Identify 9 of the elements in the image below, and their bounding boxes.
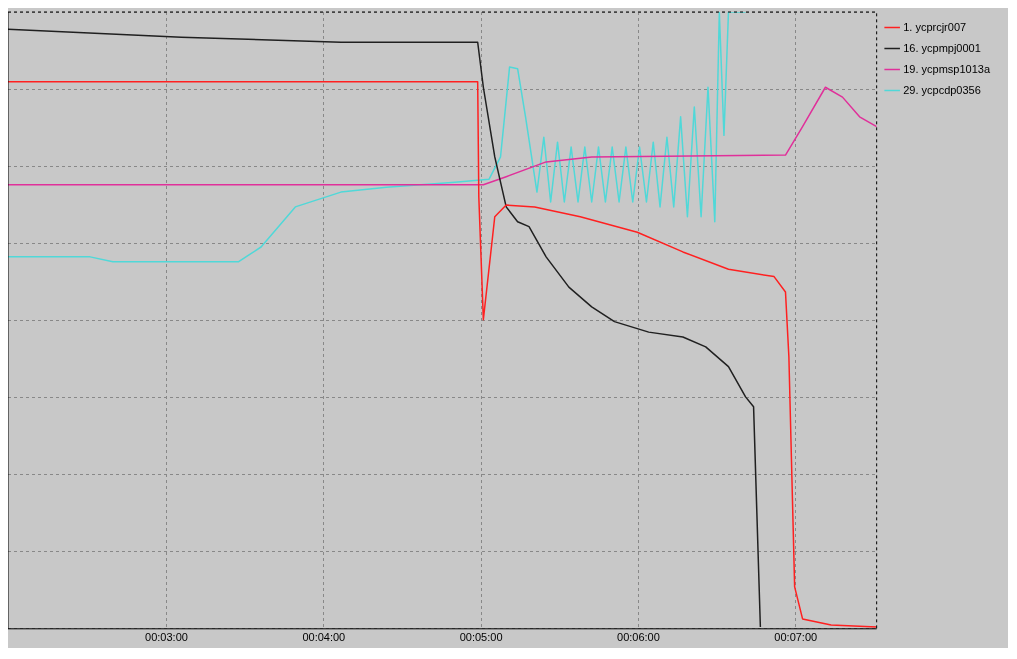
legend-label: 1. ycprcjr007 (903, 20, 967, 33)
legend-label: 19. ycpmsp1013a (903, 62, 991, 75)
x-tick-label: 00:03:00 (145, 631, 188, 644)
x-tick-label: 00:07:00 (774, 631, 818, 644)
x-tick-label: 00:04:00 (302, 631, 346, 644)
x-tick-label: 00:05:00 (459, 631, 503, 644)
legend-label: 29. ycpcdp0356 (903, 83, 981, 96)
legend-label: 16. ycpmpj0001 (903, 41, 981, 54)
x-tick-label: 00:06:00 (617, 631, 660, 644)
